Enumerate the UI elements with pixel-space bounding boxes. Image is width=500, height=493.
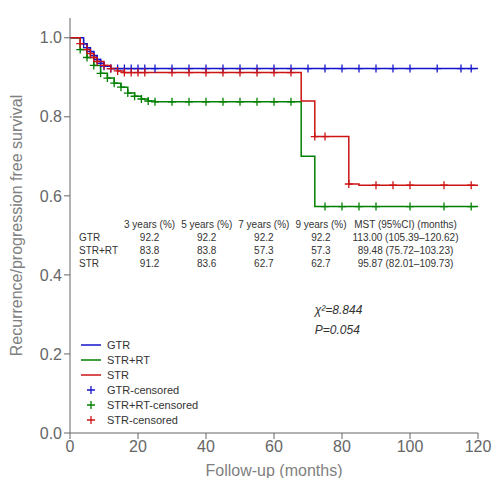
html-text:113.00 (105.39–120.62): 113.00 (105.39–120.62) bbox=[352, 232, 459, 243]
html-text:3 years (%): 3 years (%) bbox=[124, 219, 176, 230]
svg-text:100: 100 bbox=[397, 438, 424, 455]
html-text:GTR: GTR bbox=[79, 232, 101, 243]
html-text:62.7: 62.7 bbox=[311, 258, 331, 269]
html-text:83.6: 83.6 bbox=[197, 258, 217, 269]
html-text:92.2: 92.2 bbox=[197, 232, 217, 243]
svg-text:20: 20 bbox=[129, 438, 147, 455]
html-text:STR+RT: STR+RT bbox=[107, 353, 150, 366]
svg-text:80: 80 bbox=[333, 438, 351, 455]
html-text:9 years (%): 9 years (%) bbox=[295, 219, 347, 230]
svg-text:120: 120 bbox=[465, 438, 492, 455]
html-text:STR: STR bbox=[107, 368, 129, 381]
html-text:57.3: 57.3 bbox=[254, 245, 274, 256]
html-text:57.3: 57.3 bbox=[311, 245, 331, 256]
html-text:92.2: 92.2 bbox=[139, 232, 160, 243]
svg-text:Recurrence/progression free su: Recurrence/progression free survival bbox=[8, 95, 25, 356]
html-text:92.2: 92.2 bbox=[311, 232, 331, 243]
svg-text:0.2: 0.2 bbox=[40, 346, 62, 363]
html-text:χ²=8.844: χ²=8.844 bbox=[314, 303, 363, 317]
html-text:89.48 (75.72–103.23): 89.48 (75.72–103.23) bbox=[357, 245, 454, 256]
html-text:5 years (%): 5 years (%) bbox=[181, 219, 233, 230]
svg-text:0.0: 0.0 bbox=[40, 425, 62, 442]
html-text:83.8: 83.8 bbox=[139, 245, 160, 256]
svg-text:0.8: 0.8 bbox=[40, 108, 62, 125]
svg-text:0.6: 0.6 bbox=[40, 188, 62, 205]
svg-text:60: 60 bbox=[265, 438, 283, 455]
html-text:STR+RT-censored: STR+RT-censored bbox=[107, 398, 199, 411]
html-text:92.2: 92.2 bbox=[254, 232, 274, 243]
html-text:83.8: 83.8 bbox=[197, 245, 217, 256]
svg-text:Follow-up (months): Follow-up (months) bbox=[206, 462, 343, 478]
html-text:95.87 (82.01–109.73): 95.87 (82.01–109.73) bbox=[357, 258, 454, 269]
html-text:91.2: 91.2 bbox=[139, 258, 160, 269]
svg-text:40: 40 bbox=[197, 438, 215, 455]
svg-text:1.0: 1.0 bbox=[40, 29, 62, 46]
svg-text:0: 0 bbox=[66, 438, 75, 455]
html-text:GTR-censored: GTR-censored bbox=[107, 383, 180, 396]
html-text:STR-censored: STR-censored bbox=[107, 413, 178, 426]
html-text:STR+RT: STR+RT bbox=[79, 245, 118, 256]
html-text:P=0.054: P=0.054 bbox=[314, 323, 360, 337]
svg-text:0.4: 0.4 bbox=[40, 267, 62, 284]
html-text:62.7: 62.7 bbox=[254, 258, 274, 269]
html-text:STR: STR bbox=[79, 258, 99, 269]
html-text:MST (95%CI) (months): MST (95%CI) (months) bbox=[354, 219, 457, 230]
html-text:GTR: GTR bbox=[107, 338, 131, 351]
html-text:7 years (%): 7 years (%) bbox=[238, 219, 290, 230]
